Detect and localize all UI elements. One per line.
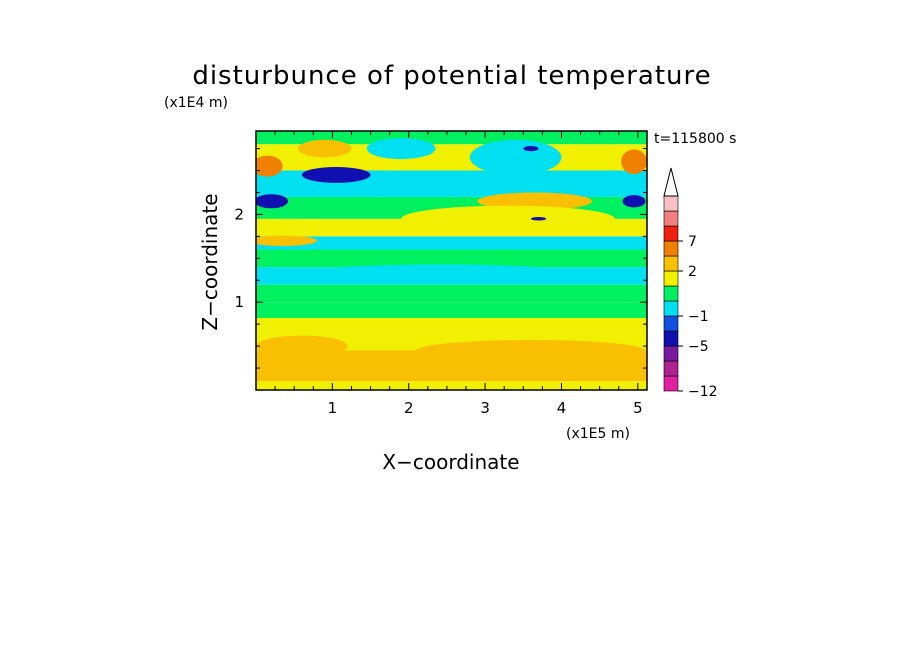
colorbar-swatch bbox=[663, 375, 679, 392]
colorbar-swatch bbox=[663, 255, 679, 272]
colorbar-tick-label: −5 bbox=[688, 339, 709, 355]
contour-band bbox=[256, 302, 647, 319]
y-tick-label: 1 bbox=[234, 293, 244, 311]
contour-feature bbox=[621, 149, 647, 175]
contour-feature bbox=[622, 195, 646, 208]
contour-band bbox=[256, 236, 647, 250]
colorbar: −12−5−127 bbox=[663, 167, 718, 400]
contour-feature bbox=[256, 235, 318, 247]
contour-feature bbox=[317, 264, 562, 279]
contour-feature bbox=[301, 166, 371, 183]
y-tick-label: 2 bbox=[234, 205, 244, 223]
x-axis: 1 2 3 4 5 bbox=[274, 131, 643, 417]
plot-area bbox=[255, 130, 648, 391]
contour-feature bbox=[256, 335, 348, 357]
contour-feature bbox=[469, 139, 562, 175]
colorbar-extend-arrow bbox=[663, 167, 679, 197]
contour-band bbox=[256, 284, 647, 303]
colorbar-swatch bbox=[663, 285, 679, 302]
plot-frame bbox=[255, 130, 648, 391]
contour-feature bbox=[256, 155, 283, 177]
x-tick-label: 2 bbox=[404, 399, 414, 417]
colorbar-tick-label: 2 bbox=[688, 264, 697, 280]
time-label: t=115800 s bbox=[654, 131, 736, 147]
y-scale-label: (x1E4 m) bbox=[164, 95, 228, 111]
x-scale-label: (x1E5 m) bbox=[566, 426, 630, 442]
colorbar-swatch bbox=[663, 210, 679, 227]
colorbar-swatch bbox=[663, 300, 679, 317]
colorbar-swatch bbox=[663, 315, 679, 332]
colorbar-tick-label: −1 bbox=[688, 309, 709, 325]
contour-band bbox=[256, 381, 647, 390]
contour-feature bbox=[523, 145, 539, 152]
colorbar-swatch bbox=[663, 360, 679, 377]
contour-field bbox=[256, 131, 647, 390]
contour-band bbox=[256, 131, 647, 145]
x-tick-label: 5 bbox=[633, 399, 643, 417]
colorbar-swatch bbox=[663, 330, 679, 347]
contour-feature bbox=[401, 205, 615, 232]
y-axis: 12 bbox=[234, 148, 647, 369]
contour-feature bbox=[416, 339, 646, 362]
x-tick-label: 1 bbox=[328, 399, 338, 417]
colorbar-swatch bbox=[663, 225, 679, 242]
colorbar-swatch bbox=[663, 195, 679, 212]
contour-feature bbox=[530, 217, 547, 221]
contour-feature bbox=[366, 138, 436, 160]
contour-band bbox=[256, 318, 647, 336]
x-tick-label: 3 bbox=[480, 399, 490, 417]
contour-band bbox=[256, 249, 647, 268]
chart-title: disturbunce of potential temperature bbox=[192, 61, 711, 91]
colorbar-tick-label: −12 bbox=[688, 384, 718, 400]
contour-feature bbox=[256, 194, 289, 209]
colorbar-swatch bbox=[663, 345, 679, 362]
x-axis-label: X−coordinate bbox=[382, 450, 519, 474]
contour-feature bbox=[477, 192, 593, 211]
colorbar-swatch bbox=[663, 270, 679, 287]
contour-feature bbox=[298, 139, 352, 158]
x-tick-label: 4 bbox=[557, 399, 567, 417]
colorbar-tick-label: 7 bbox=[688, 234, 697, 250]
colorbar-swatch bbox=[663, 240, 679, 257]
y-axis-label: Z−coordinate bbox=[198, 193, 222, 330]
